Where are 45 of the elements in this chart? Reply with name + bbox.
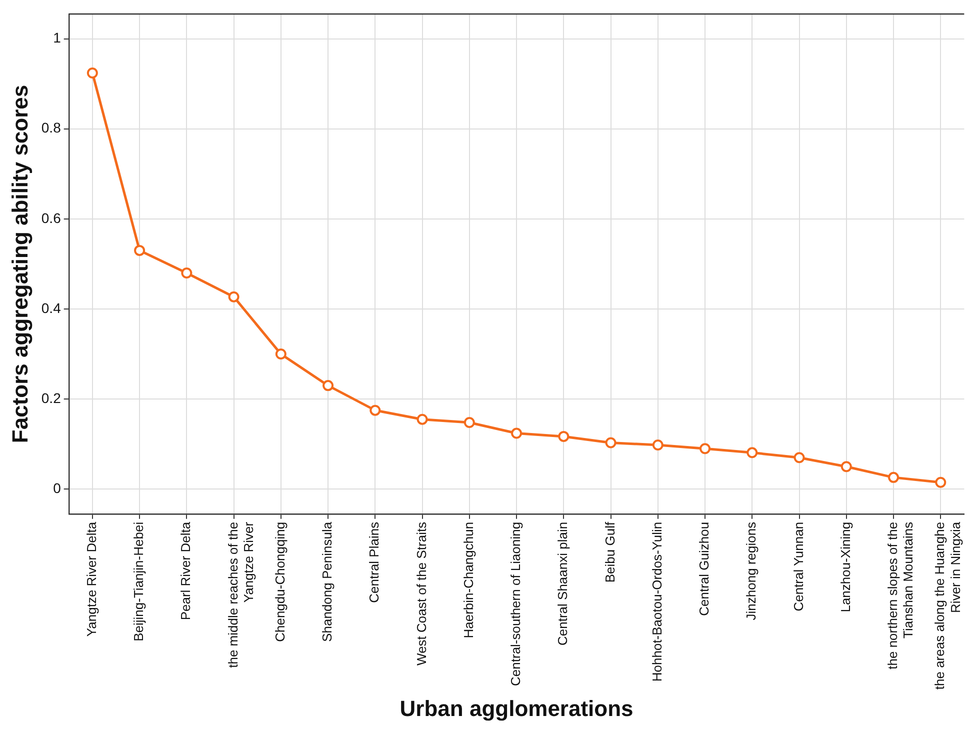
y-axis-title: Factors aggregating ability scores [7, 84, 32, 444]
x-tick-label: Beijing-Tianjin-Hebei [131, 522, 146, 642]
point [700, 443, 711, 454]
x-tick-label: the northern slopes of the Tianshan Mountains [885, 521, 916, 670]
point [840, 461, 852, 472]
x-tick-label: Jinzhong regions [744, 521, 759, 620]
point [464, 416, 475, 428]
x-tick-label: Central Yunnan [790, 522, 806, 612]
y-tick-label: 0.4 [41, 300, 62, 316]
x-tick-label: Beibu Gulf [602, 522, 618, 583]
point [605, 437, 616, 448]
point [935, 476, 946, 488]
x-tick-label: Shandong Peninsula [320, 521, 335, 642]
y-tick-label: 1 [53, 30, 62, 46]
point [275, 348, 286, 360]
x-tick-label: the middle reaches of the Yangtze River [225, 521, 256, 668]
x-tick-label: Central Shaanxi plain [555, 522, 570, 646]
point [416, 414, 428, 425]
x-tick-label: West Coast of the Straits [414, 521, 429, 666]
point [228, 291, 240, 302]
point [746, 447, 758, 458]
point [794, 452, 805, 464]
point [558, 430, 570, 442]
point [134, 244, 146, 256]
x-tick-label: Central-southern of Liaoning [508, 522, 524, 686]
x-tick-label: Central Plains [366, 521, 382, 603]
x-tick-label: Chengdu-Chongqing [272, 522, 288, 642]
point [370, 404, 381, 416]
y-tick-label: 0.2 [41, 390, 62, 406]
x-tick-label: Central Guizhou [696, 522, 712, 616]
point [86, 68, 98, 78]
point [652, 440, 664, 451]
x-axis-title: Urban agglomerations [400, 696, 634, 721]
y-tick-label: 0 [53, 480, 62, 496]
y-tick-label: 0.6 [41, 210, 62, 226]
point [322, 380, 334, 392]
x-tick-label: Haerbin-Changchun [460, 522, 476, 638]
x-tick-label: Hohhot-Baotou-Ordos-Yulin [649, 522, 664, 682]
x-tick-label: Pearl River Delta [178, 521, 194, 620]
point [888, 472, 900, 483]
x-tick-label: Yangtze River Delta [84, 521, 99, 637]
y-tick-label: 0.8 [41, 120, 62, 136]
point [511, 428, 522, 439]
point [181, 267, 192, 278]
x-tick-label: Lanzhou-Xining [838, 522, 853, 612]
